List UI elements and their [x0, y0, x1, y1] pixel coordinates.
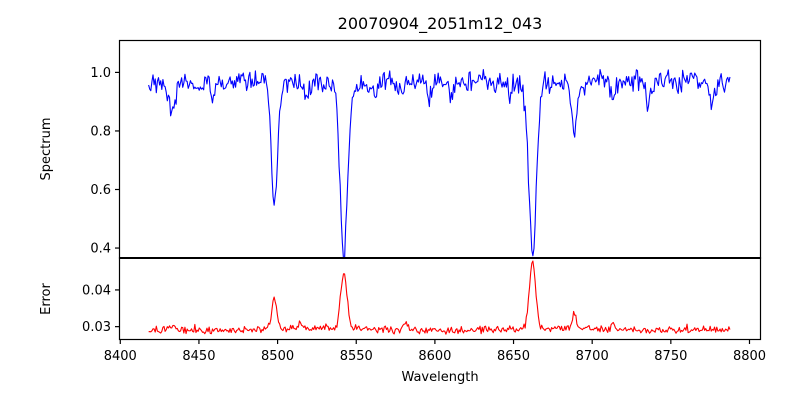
y-axis-label-error: Error	[39, 283, 54, 315]
axes-layer: 0.4 0.6 0.8 1.0 0.03 0.04 8400 8450 8500 8550 8600…	[82, 39, 766, 364]
x-tick-label: 8800	[733, 349, 766, 364]
y-axis-label-spectrum: Spectrum	[39, 118, 54, 181]
error-y-tick-label: 0.04	[82, 283, 111, 298]
spectrum-y-tick-label: 0.8	[90, 124, 111, 139]
x-tick-label: 8750	[654, 349, 687, 364]
x-tick-label: 8550	[340, 349, 373, 364]
x-tick-label: 8700	[576, 349, 609, 364]
spectrum-y-tick-label: 0.6	[90, 183, 111, 198]
spectrum-y-tick-label: 1.0	[90, 66, 111, 81]
error-line	[148, 260, 731, 335]
series-layer	[148, 69, 731, 335]
x-tick-label: 8650	[497, 349, 530, 364]
x-tick-label: 8450	[182, 349, 215, 364]
x-tick-label: 8600	[418, 349, 451, 364]
error-y-tick-label: 0.03	[82, 320, 111, 335]
spectrum-line	[148, 69, 731, 258]
x-axis-label: Wavelength	[401, 370, 478, 385]
spectrum-y-tick-label: 0.4	[90, 242, 111, 257]
chart-title: 20070904_2051m12_043	[338, 14, 543, 34]
x-tick-label: 8400	[104, 349, 137, 364]
x-tick-label: 8500	[261, 349, 294, 364]
